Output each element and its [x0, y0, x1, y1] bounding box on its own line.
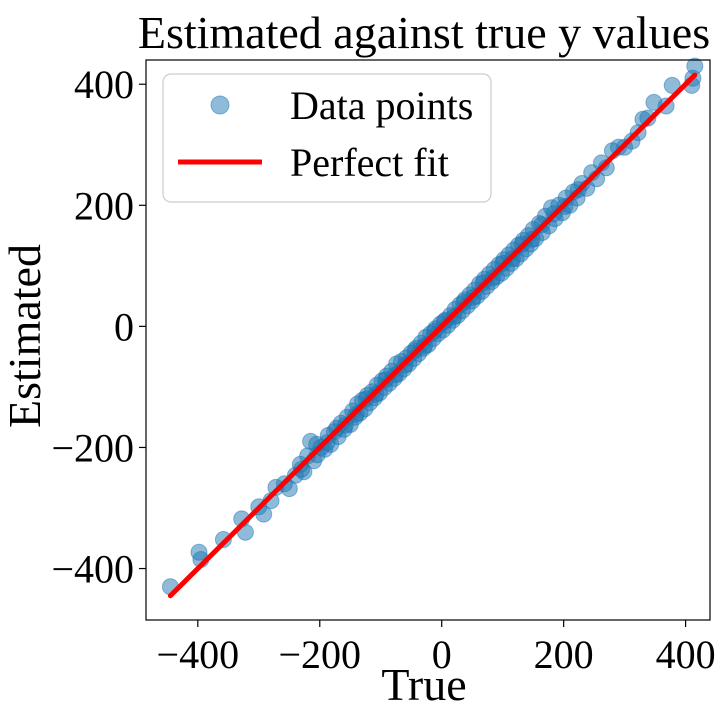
data-point	[639, 109, 657, 127]
x-tick-label: 0	[432, 632, 452, 677]
y-tick-label: −400	[51, 547, 134, 592]
perfect-fit-line-layer	[167, 72, 698, 599]
chart-title: Estimated against true y values	[138, 7, 710, 58]
plot-area-frame	[145, 59, 711, 621]
legend-label-perfect-fit: Perfect fit	[290, 140, 449, 185]
x-axis-label: True	[381, 659, 466, 710]
legend-box	[162, 73, 492, 203]
y-tick-label: 200	[74, 183, 134, 228]
y-tick-label: 400	[74, 62, 134, 107]
legend: Data points Perfect fit	[162, 73, 492, 203]
y-axis-ticks: −400 −200 0 200 400	[51, 62, 146, 592]
y-tick-label: −200	[51, 425, 134, 470]
x-tick-label: −400	[157, 632, 240, 677]
x-tick-label: −200	[278, 632, 361, 677]
y-axis-label: Estimated	[0, 244, 50, 428]
perfect-fit-line	[167, 72, 698, 599]
x-tick-label: 400	[656, 632, 716, 677]
data-point	[663, 76, 681, 94]
x-axis-ticks: −400 −200 0 200 400	[157, 620, 716, 677]
legend-label-data-points: Data points	[290, 83, 473, 128]
y-tick-label: 0	[114, 304, 134, 349]
data-point	[214, 531, 232, 548]
data-point	[293, 460, 310, 478]
legend-marker-data-points	[210, 95, 230, 115]
x-tick-label: 200	[534, 632, 594, 677]
